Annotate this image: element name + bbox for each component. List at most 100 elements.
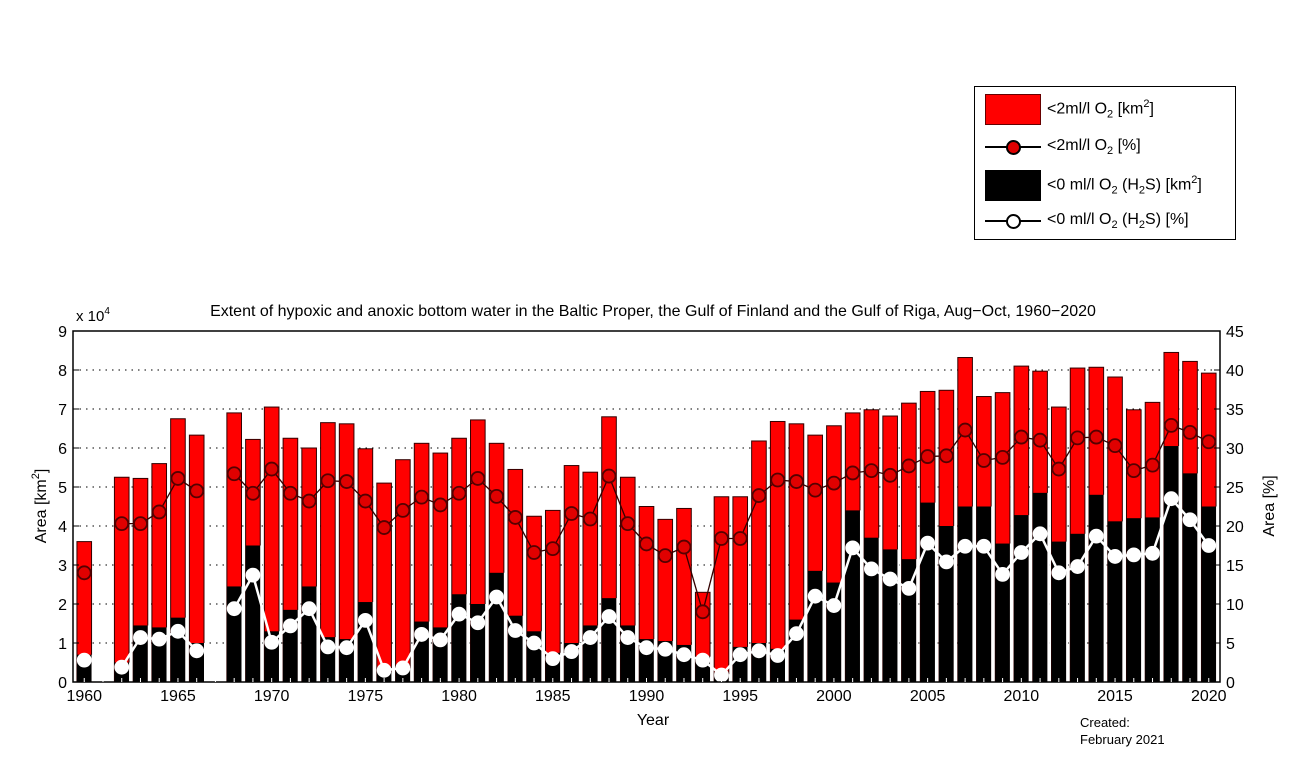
point-anoxic-percent (920, 535, 936, 551)
bar-anoxic (807, 570, 823, 682)
y-right-tick-label: 35 (1226, 402, 1244, 419)
segment-anoxic-percent (907, 542, 929, 589)
point-anoxic-percent (938, 554, 954, 570)
point-hypoxic-percent (639, 536, 654, 552)
created-label: Created: (1080, 715, 1130, 730)
x-tick-label: 1970 (254, 688, 290, 705)
point-anoxic-percent (976, 538, 992, 554)
x-tick-label: 2010 (1004, 688, 1040, 705)
point-anoxic-percent (432, 632, 448, 648)
point-anoxic-percent (882, 571, 898, 587)
bar-anoxic (1014, 515, 1029, 682)
y-right-tick-labels: 0 5 10 15 20 25 30 35 40 45 (1226, 324, 1244, 692)
x-tick-label: 1960 (66, 688, 102, 705)
point-anoxic-percent (470, 615, 486, 631)
point-anoxic-percent (1051, 565, 1067, 581)
x-tick-label: 2020 (1191, 688, 1227, 705)
x-tick-label: 1965 (160, 688, 196, 705)
point-hypoxic-percent (1163, 417, 1179, 433)
point-hypoxic-percent (395, 502, 411, 518)
point-anoxic-percent (133, 630, 148, 645)
point-hypoxic-percent (414, 489, 429, 505)
point-hypoxic-percent (545, 541, 561, 557)
point-hypoxic-percent (582, 511, 598, 527)
point-anoxic-percent (639, 640, 654, 656)
point-anoxic-percent (226, 601, 242, 617)
point-anoxic-percent (1088, 528, 1104, 544)
point-hypoxic-percent (564, 506, 579, 521)
legend-item-hypoxic-percent: <2ml/l O2 [%] (985, 129, 1141, 165)
point-anoxic-percent (1032, 526, 1048, 542)
x-tick-label: 1985 (535, 688, 571, 705)
axis-ticks (73, 330, 1220, 683)
point-hypoxic-percent (620, 516, 636, 532)
y-left-tick-label: 1 (58, 636, 67, 653)
segment-hypoxic-percent (608, 475, 629, 524)
point-hypoxic-percent (826, 475, 842, 491)
point-hypoxic-percent (114, 516, 130, 532)
bar-anoxic (489, 572, 504, 682)
point-hypoxic-percent (601, 468, 617, 484)
x-tick-label: 1975 (348, 688, 384, 705)
point-anoxic-percent (1013, 545, 1029, 560)
point-anoxic-percent (789, 626, 804, 642)
point-anoxic-percent (320, 639, 336, 655)
segment-anoxic-percent (832, 547, 854, 606)
bar-hypoxic (376, 482, 392, 683)
bar-anoxic (920, 502, 935, 682)
x-tick-labels: 1960 1965 1970 1975 1980 1985 1990 1995 2000 2005… (66, 688, 1226, 705)
segment-hypoxic-percent (702, 538, 723, 612)
x-tick-label: 1995 (722, 688, 758, 705)
y-multiplier-base: x 10 (76, 308, 104, 325)
point-hypoxic-percent (339, 474, 355, 489)
point-anoxic-percent (114, 659, 130, 675)
point-hypoxic-percent (751, 488, 767, 503)
segment-anoxic-percent (1151, 498, 1173, 554)
point-hypoxic-percent (1145, 457, 1160, 473)
bar-anoxic (976, 506, 992, 682)
x-tick-label: 1990 (629, 688, 665, 705)
legend-label: <2ml/l O2 [km2] (1047, 97, 1154, 121)
legend-item-hypoxic-area: <2ml/l O2 [km2] (985, 91, 1154, 127)
legend-item-anoxic-area: <0 ml/l O2 (H2S) [km2] (985, 167, 1202, 203)
y-left-tick-label: 4 (58, 519, 67, 536)
point-anoxic-percent (376, 662, 392, 678)
y-multiplier-exp: 4 (104, 306, 110, 317)
y-left-tick-label: 9 (58, 324, 67, 341)
point-hypoxic-percent (957, 422, 973, 438)
bar-hypoxic (713, 496, 730, 683)
y-left-tick-label: 0 (58, 675, 67, 692)
bar-anoxic (845, 510, 860, 682)
point-hypoxic-percent (732, 531, 748, 546)
point-hypoxic-percent (264, 461, 280, 477)
point-hypoxic-percent (357, 493, 373, 509)
legend-label: <2ml/l O2 [%] (1047, 136, 1141, 158)
anoxic-percent-line (76, 491, 1217, 683)
point-hypoxic-percent (714, 531, 729, 546)
point-hypoxic-percent (845, 465, 861, 481)
point-hypoxic-percent (320, 473, 336, 489)
bar-anoxic (1107, 521, 1123, 682)
y-left-tick-label: 6 (58, 441, 67, 458)
bar-anoxic (826, 582, 842, 682)
point-hypoxic-percent (432, 497, 448, 513)
x-tick-label: 2000 (816, 688, 852, 705)
white-marker-line-icon (985, 211, 1041, 231)
point-anoxic-percent (1182, 512, 1198, 528)
bar-hypoxic (395, 459, 411, 683)
y-right-tick-label: 20 (1226, 519, 1244, 536)
point-hypoxic-percent (995, 449, 1010, 465)
bar-anoxic (1088, 494, 1104, 682)
point-hypoxic-percent (864, 463, 879, 479)
point-anoxic-percent (901, 581, 917, 596)
point-hypoxic-percent (1013, 429, 1029, 445)
y-left-tick-label: 3 (58, 558, 67, 575)
point-hypoxic-percent (676, 539, 692, 555)
point-anoxic-percent (732, 647, 748, 663)
black-swatch-icon (985, 169, 1041, 201)
point-anoxic-percent (995, 566, 1010, 582)
point-anoxic-percent (770, 648, 786, 663)
bar-anoxic (957, 506, 973, 682)
segment-hypoxic-percent (739, 495, 760, 539)
point-hypoxic-percent (807, 482, 823, 498)
